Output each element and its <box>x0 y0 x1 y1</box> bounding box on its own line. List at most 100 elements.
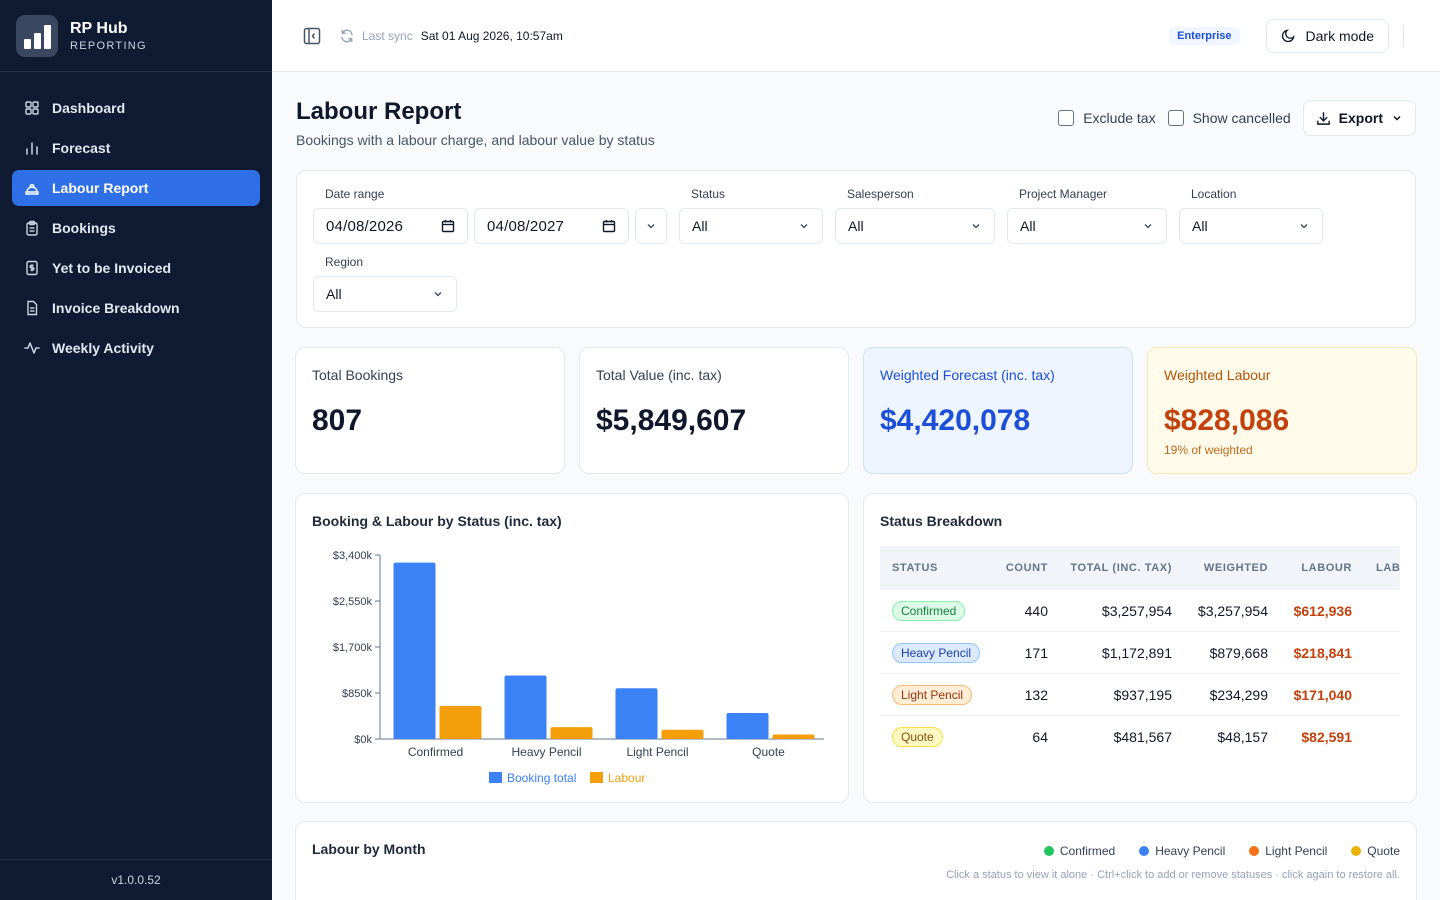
bar-chart-icon <box>24 140 40 156</box>
export-button[interactable]: Export <box>1302 100 1416 136</box>
location-select[interactable]: All <box>1179 208 1323 244</box>
kpi-weighted-forecast: Weighted Forecast (inc. tax) $4,420,078 <box>863 347 1133 474</box>
sidebar-item-weekly-activity[interactable]: Weekly Activity <box>12 330 260 366</box>
col-count[interactable]: COUNT <box>1005 562 1048 574</box>
checkbox-box[interactable] <box>1058 110 1075 126</box>
sidebar-item-label: Yet to be Invoiced <box>52 260 172 276</box>
chevron-down-icon <box>1144 223 1152 229</box>
bar-labour <box>550 727 593 739</box>
bar-booking-total <box>615 688 658 739</box>
col-labour[interactable]: LABOUR <box>1301 562 1352 574</box>
dark-mode-label: Dark mode <box>1305 27 1374 44</box>
y-tick-label: $0k <box>354 734 372 746</box>
legend-label: Labour <box>608 771 645 785</box>
calendar-icon[interactable] <box>602 219 616 233</box>
project-manager-filter-label: Project Manager <box>1019 187 1108 201</box>
labour-cell: $612,936 <box>1293 602 1352 619</box>
date-preset-dropdown[interactable] <box>635 208 667 244</box>
legend-dot <box>1249 846 1260 856</box>
sidebar-item-dashboard[interactable]: Dashboard <box>12 90 260 126</box>
status-cell: Light Pencil <box>880 684 984 705</box>
x-tick-label: Quote <box>752 745 785 759</box>
calendar-icon[interactable] <box>441 219 455 233</box>
download-icon <box>1316 111 1330 125</box>
kpi-label: Total Value (inc. tax) <box>596 367 722 383</box>
legend-label: Heavy Pencil <box>1155 844 1226 858</box>
status-select[interactable]: All <box>679 208 823 244</box>
region-filter-label: Region <box>325 255 364 269</box>
status-breakdown-card: Status Breakdown STATUS COUNT TOTAL (INC… <box>863 493 1417 803</box>
sidebar-item-label: Labour Report <box>52 180 149 196</box>
labour-cell: $171,040 <box>1293 686 1352 703</box>
page-title: Labour Report <box>296 98 462 125</box>
table-title: Status Breakdown <box>880 513 1003 529</box>
sidebar-item-invoice-breakdown[interactable]: Invoice Breakdown <box>12 290 260 326</box>
legend-label: Booking total <box>507 771 576 785</box>
sidebar-item-yet-to-be-invoiced[interactable]: Yet to be Invoiced <box>12 250 260 286</box>
refresh-icon[interactable] <box>340 29 354 43</box>
checkbox-box[interactable] <box>1167 110 1184 126</box>
version-label: v1.0.0.52 <box>0 859 272 900</box>
location-filter-label: Location <box>1191 187 1237 201</box>
legend-item[interactable]: Light Pencil <box>1249 844 1327 858</box>
legend-item[interactable]: Confirmed <box>1043 844 1115 858</box>
brand-logo <box>16 14 58 57</box>
table-row[interactable]: Confirmed 440 $3,257,954 $3,257,954 $612,936 <box>880 590 1400 632</box>
project-manager-select[interactable]: All <box>1007 208 1167 244</box>
col-status[interactable]: STATUS <box>892 562 938 574</box>
date-range-label: Date range <box>325 187 385 201</box>
legend-dot <box>1139 846 1150 856</box>
labour-cell: $218,841 <box>1293 644 1352 661</box>
col-labour-percent[interactable]: LABO <box>1376 562 1400 574</box>
show-cancelled-checkbox[interactable]: Show cancelled <box>1167 110 1291 126</box>
legend-item[interactable]: Quote <box>1351 844 1400 858</box>
count-cell: 171 <box>1024 644 1048 661</box>
col-total[interactable]: TOTAL (INC. TAX) <box>1070 562 1172 574</box>
sidebar-item-labour-report[interactable]: Labour Report <box>12 170 260 206</box>
dark-mode-button[interactable]: Dark mode <box>1265 18 1389 53</box>
status-cell: Quote <box>880 727 984 747</box>
chevron-down-icon <box>1393 115 1401 121</box>
labour-cell: $82,591 <box>1301 729 1352 745</box>
col-weighted[interactable]: WEIGHTED <box>1203 562 1268 574</box>
sidebar-item-label: Dashboard <box>52 100 126 116</box>
last-sync-value: Sat 01 Aug 2026, 10:57am <box>420 28 563 43</box>
status-badge: Quote <box>892 727 943 747</box>
kpi-value: $5,849,607 <box>596 404 747 437</box>
hard-hat-icon <box>24 180 40 196</box>
month-chart-legend: Confirmed Heavy Pencil Light Pencil Quote <box>1020 844 1400 858</box>
table-row[interactable]: Heavy Pencil 171 $1,172,891 $879,668 $218,84… <box>880 632 1400 674</box>
bar-labour <box>439 705 482 739</box>
x-tick-label: Confirmed <box>408 745 463 759</box>
date-to-input[interactable]: 04/08/2027 <box>474 208 629 244</box>
sidebar-nav: Dashboard Forecast Labour Report Booking… <box>0 72 272 388</box>
total-cell: $937,195 <box>1113 686 1172 703</box>
status-select-value: All <box>692 218 708 234</box>
legend-dot <box>1043 846 1054 856</box>
table-header: STATUS COUNT TOTAL (INC. TAX) WEIGHTED L… <box>880 546 1400 590</box>
legend-dot <box>1351 846 1362 856</box>
exclude-tax-label: Exclude tax <box>1083 110 1156 126</box>
month-chart-hint: Click a status to view it alone · Ctrl+c… <box>946 869 1400 881</box>
sidebar-item-bookings[interactable]: Bookings <box>12 210 260 246</box>
table-row[interactable]: Light Pencil 132 $937,195 $234,299 $171,040 <box>880 674 1400 716</box>
sidebar-toggle-icon[interactable] <box>302 26 322 46</box>
brand[interactable]: RP Hub REPORTING <box>0 0 272 72</box>
salesperson-select[interactable]: All <box>835 208 995 244</box>
bar-booking-total <box>726 712 769 739</box>
x-tick-label: Heavy Pencil <box>511 745 581 759</box>
kpi-label: Weighted Forecast (inc. tax) <box>880 367 1055 383</box>
sidebar-item-forecast[interactable]: Forecast <box>12 130 260 166</box>
table-row[interactable]: Quote 64 $481,567 $48,157 $82,591 <box>880 716 1400 758</box>
sidebar-item-label: Weekly Activity <box>52 340 154 356</box>
kpi-total-value: Total Value (inc. tax) $5,849,607 <box>579 347 849 474</box>
exclude-tax-checkbox[interactable]: Exclude tax <box>1058 110 1156 126</box>
sidebar-item-label: Bookings <box>52 220 116 236</box>
salesperson-select-value: All <box>848 218 864 234</box>
region-select[interactable]: All <box>313 276 457 312</box>
chevron-down-icon <box>972 223 980 229</box>
y-tick-label: $1,700k <box>333 642 373 654</box>
legend-item[interactable]: Heavy Pencil <box>1139 844 1225 858</box>
project-manager-select-value: All <box>1020 218 1036 234</box>
date-from-input[interactable]: 04/08/2026 <box>313 208 468 244</box>
